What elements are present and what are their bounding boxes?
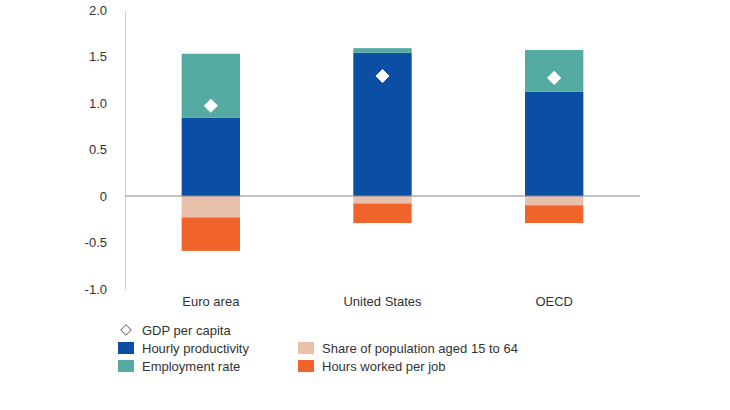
bar: [525, 196, 583, 205]
x-tick: United States: [343, 289, 422, 309]
legend-item: Employment rate: [118, 359, 240, 374]
y-axis: -1.0 -0.5 0 0.5 1.0 1.5 2.0: [85, 3, 126, 297]
y-tick: 0: [100, 189, 125, 204]
y-tick: 1.5: [89, 49, 125, 64]
marker: [376, 69, 389, 82]
legend-swatch: [298, 342, 314, 354]
legend: Hourly productivity Employment rate Share …: [118, 323, 518, 374]
y-tick-label: -0.5: [85, 235, 107, 250]
y-tick-label: 1.5: [89, 49, 107, 64]
y-tick: -1.0: [85, 282, 125, 297]
y-tick-label: 0.5: [89, 142, 107, 157]
x-tick-label: United States: [343, 294, 422, 309]
x-tick: Euro area: [182, 289, 240, 309]
legend-item: Hourly productivity: [118, 341, 249, 356]
bar: [353, 48, 411, 53]
legend-label: Share of population aged 15 to 64: [322, 341, 518, 356]
y-tick-label: -1.0: [85, 282, 107, 297]
chart: -1.0 -0.5 0 0.5 1.0 1.5 2.0 Euro area United Sta…: [0, 0, 730, 410]
legend-label: GDP per capita: [142, 323, 231, 338]
marker: [548, 71, 561, 84]
y-axis-line: [125, 11, 126, 290]
legend-swatch: [118, 360, 134, 372]
x-axis: Euro area United States OECD: [182, 289, 573, 309]
legend-item: Hours worked per job: [298, 359, 446, 374]
x-tick-label: OECD: [535, 294, 573, 309]
legend-label: Hours worked per job: [322, 359, 446, 374]
y-tick-label: 2.0: [89, 3, 107, 18]
x-tick: OECD: [535, 289, 573, 309]
bar: [182, 118, 240, 196]
marker: [204, 99, 217, 112]
y-tick-label: 1.0: [89, 96, 107, 111]
y-tick: -0.5: [85, 235, 125, 250]
legend-item: Share of population aged 15 to 64: [298, 341, 518, 356]
legend-label: Employment rate: [142, 359, 240, 374]
bar: [525, 205, 583, 223]
legend-label: Hourly productivity: [142, 341, 249, 356]
bar: [182, 196, 240, 217]
bar: [525, 92, 583, 196]
plot: -1.0 -0.5 0 0.5 1.0 1.5 2.0 Euro area United Sta…: [85, 3, 640, 310]
bar: [353, 53, 411, 196]
legend-swatch: [298, 360, 314, 372]
y-tick-label: 0: [100, 189, 107, 204]
y-tick: 2.0: [89, 3, 125, 18]
bar: [353, 203, 411, 223]
y-tick: 0.5: [89, 142, 125, 157]
legend-item: GDP per capita: [121, 323, 232, 338]
baseline: [125, 196, 640, 197]
bar: [525, 50, 583, 92]
y-tick: 1.0: [89, 96, 125, 111]
legend-swatch: [118, 342, 134, 354]
bar: [353, 196, 411, 203]
legend-swatch: [121, 325, 131, 335]
bar: [182, 217, 240, 250]
marks: [182, 48, 584, 251]
bar: [182, 54, 240, 118]
x-tick-label: Euro area: [182, 294, 240, 309]
